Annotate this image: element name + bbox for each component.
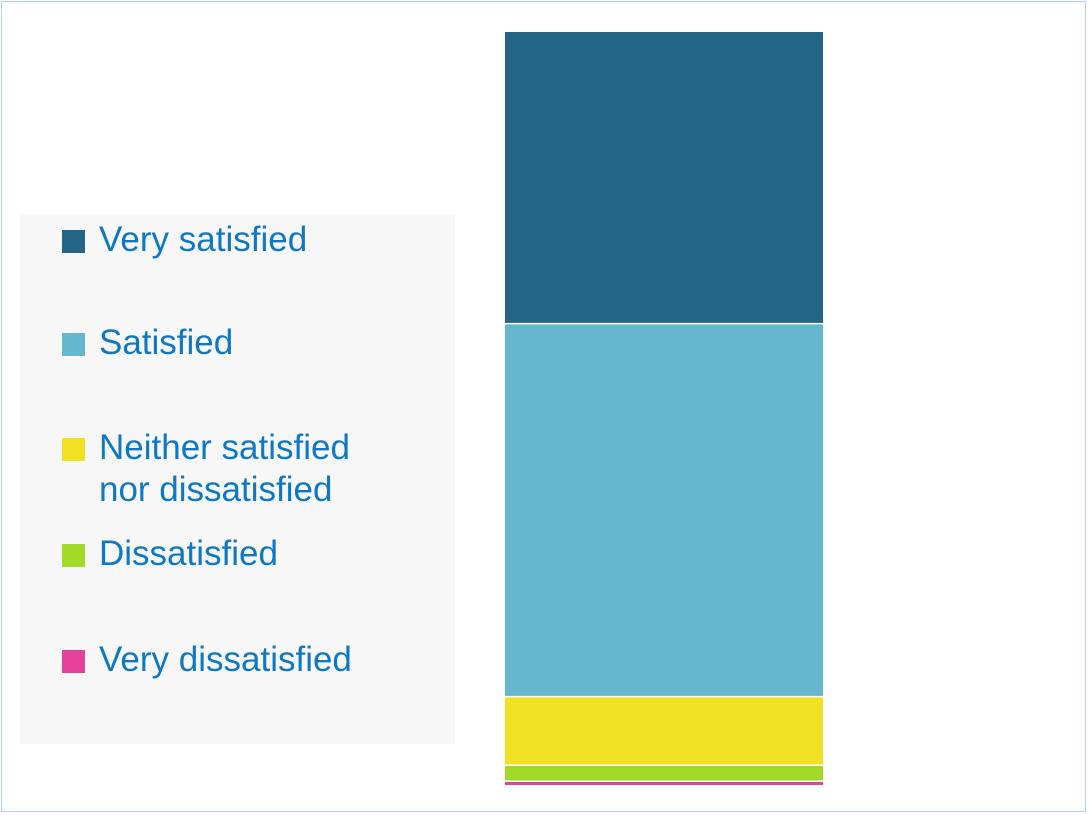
bar-segment-neither-satisfied-nor-dissatisfied xyxy=(505,696,823,766)
bar-stack xyxy=(505,32,823,785)
legend-swatch-very-satisfied xyxy=(62,230,85,253)
bar-segment-very-dissatisfied xyxy=(505,781,823,785)
legend-item-satisfied: Satisfied xyxy=(62,322,442,364)
legend-label-very-dissatisfied: Very dissatisfied xyxy=(99,640,352,679)
bar-segment-dissatisfied xyxy=(505,765,823,782)
legend-item-dissatisfied: Dissatisfied xyxy=(62,533,442,575)
legend-swatch-dissatisfied xyxy=(62,544,85,567)
legend-swatch-satisfied xyxy=(62,333,85,356)
legend: Very satisfied Satisfied Neither satisfi… xyxy=(20,215,455,744)
legend-item-neither: Neither satisfied nor dissatisfied xyxy=(62,427,392,511)
legend-label-very-satisfied: Very satisfied xyxy=(99,220,308,259)
bar-segment-very-satisfied xyxy=(505,32,823,324)
legend-label-neither: Neither satisfied nor dissatisfied xyxy=(99,428,350,509)
bar-segment-satisfied xyxy=(505,323,823,697)
legend-label-dissatisfied: Dissatisfied xyxy=(99,534,278,573)
legend-swatch-neither xyxy=(62,438,85,461)
legend-item-very-satisfied: Very satisfied xyxy=(62,219,442,261)
legend-item-very-dissatisfied: Very dissatisfied xyxy=(62,639,442,681)
legend-swatch-very-dissatisfied xyxy=(62,650,85,673)
legend-label-satisfied: Satisfied xyxy=(99,323,234,362)
